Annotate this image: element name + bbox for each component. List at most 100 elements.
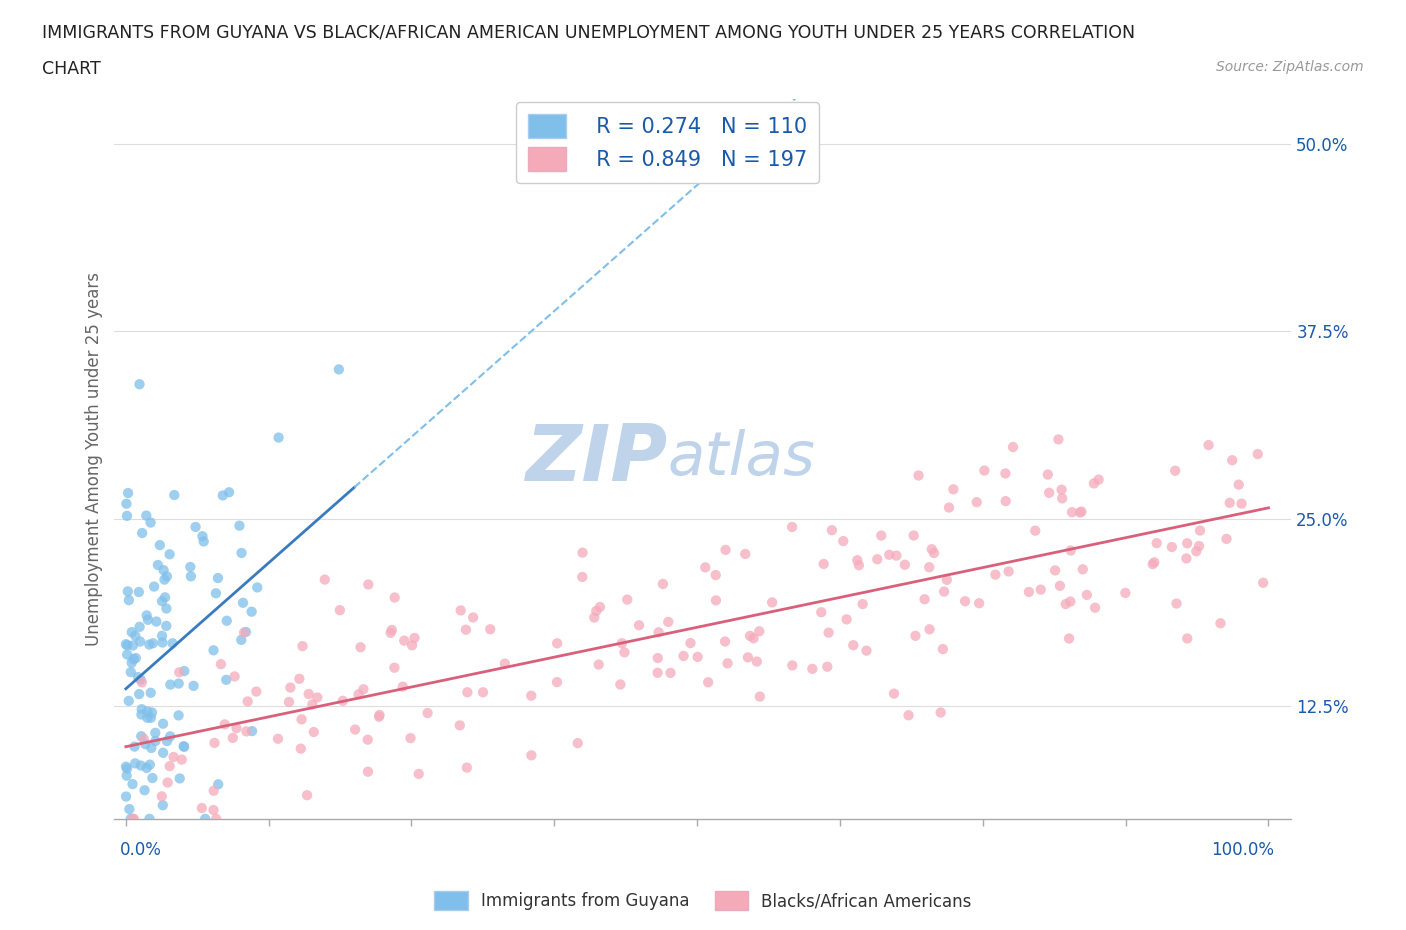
Point (121, 638, 143, 653)
Point (463, 610, 485, 625)
Point (571, 545, 593, 560)
Point (1114, 586, 1136, 601)
Point (134, 783, 156, 798)
Point (1230, 497, 1253, 512)
Point (647, 651, 669, 666)
Point (169, 771, 191, 786)
Point (1220, 453, 1243, 468)
Point (1059, 594, 1081, 609)
Point (141, 740, 163, 755)
Point (228, 518, 250, 533)
Point (886, 548, 908, 563)
Point (118, 694, 141, 709)
Point (1070, 504, 1092, 519)
Y-axis label: Unemployment Among Youth under 25 years: Unemployment Among Youth under 25 years (86, 272, 103, 645)
Point (314, 572, 336, 587)
Point (131, 525, 153, 540)
Point (117, 584, 139, 599)
Point (546, 636, 568, 651)
Point (679, 635, 702, 650)
Point (152, 716, 174, 731)
Point (115, 637, 138, 652)
Point (966, 495, 988, 510)
Point (1146, 536, 1168, 551)
Point (235, 724, 257, 738)
Text: atlas: atlas (668, 430, 815, 488)
Point (143, 579, 166, 594)
Point (159, 759, 181, 774)
Point (546, 674, 568, 689)
Point (832, 534, 855, 549)
Point (815, 659, 838, 674)
Point (408, 766, 430, 781)
Point (953, 593, 976, 608)
Point (163, 487, 186, 502)
Point (994, 494, 1017, 509)
Point (143, 725, 166, 740)
Point (141, 771, 163, 786)
Point (129, 672, 152, 687)
Point (232, 595, 254, 610)
Point (136, 612, 159, 627)
Point (897, 708, 920, 723)
Point (657, 615, 679, 630)
Point (613, 644, 636, 659)
Point (585, 604, 607, 618)
Point (124, 756, 146, 771)
Point (167, 708, 190, 723)
Point (416, 706, 439, 721)
Point (852, 597, 875, 612)
Point (278, 695, 301, 710)
Point (894, 557, 917, 572)
Point (401, 638, 423, 653)
Point (745, 654, 768, 669)
Point (1087, 472, 1109, 487)
Point (233, 625, 256, 640)
Point (153, 572, 176, 587)
Point (935, 572, 957, 587)
Point (183, 678, 205, 693)
Text: Source: ZipAtlas.com: Source: ZipAtlas.com (1216, 60, 1364, 74)
Point (118, 592, 141, 607)
Point (159, 547, 181, 562)
Point (1057, 631, 1080, 646)
Point (1175, 631, 1198, 646)
Point (288, 671, 311, 686)
Point (450, 603, 472, 618)
Point (1029, 582, 1052, 597)
Point (115, 768, 138, 783)
Point (129, 758, 152, 773)
Point (280, 680, 302, 695)
Point (904, 629, 927, 644)
Point (128, 619, 150, 634)
Point (295, 788, 318, 803)
Point (1050, 491, 1073, 506)
Point (748, 624, 770, 639)
Point (150, 629, 173, 644)
Point (184, 520, 207, 535)
Point (932, 584, 955, 599)
Point (298, 686, 321, 701)
Point (115, 759, 138, 774)
Point (842, 638, 865, 653)
Point (734, 547, 756, 562)
Point (1036, 467, 1059, 482)
Point (1083, 476, 1105, 491)
Point (202, 783, 225, 798)
Point (179, 560, 201, 575)
Point (138, 811, 160, 826)
Point (659, 666, 682, 681)
Point (152, 635, 174, 650)
Point (1054, 597, 1077, 612)
Point (1018, 584, 1040, 599)
Point (131, 702, 153, 717)
Point (139, 515, 162, 530)
Point (1060, 543, 1083, 558)
Point (1084, 600, 1107, 615)
Point (134, 737, 156, 751)
Point (332, 694, 354, 709)
Point (967, 596, 990, 611)
Point (1024, 524, 1046, 538)
Point (152, 563, 174, 578)
Point (240, 724, 263, 738)
